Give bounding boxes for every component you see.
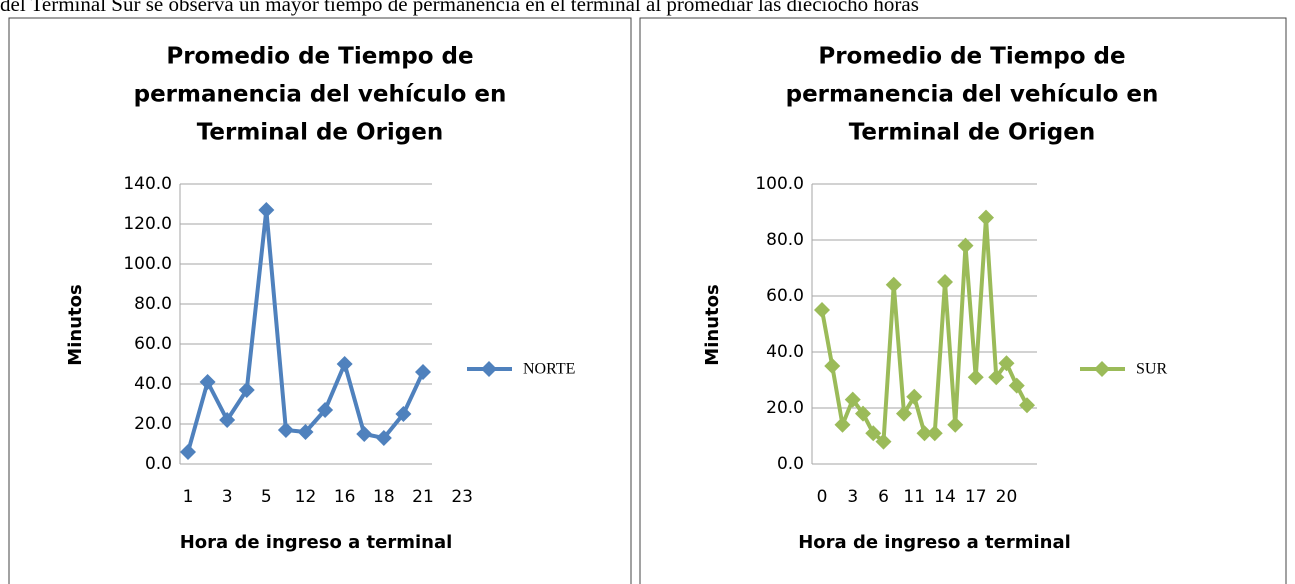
chart-title: permanencia del vehículo en [134, 82, 507, 108]
data-point [855, 405, 871, 422]
legend-marker [1094, 361, 1110, 377]
data-point [219, 412, 236, 428]
data-point [415, 364, 431, 380]
x-tick-label: 0 [817, 487, 828, 507]
y-tick-label: 0.0 [145, 454, 172, 474]
data-point [875, 433, 892, 450]
x-tick-label: 3 [222, 487, 233, 507]
y-tick-label: 80.0 [766, 230, 804, 250]
chart-frame [639, 17, 1287, 584]
data-point [967, 369, 984, 386]
data-point [896, 405, 912, 422]
data-point [937, 274, 953, 290]
data-point [258, 202, 275, 218]
x-tick-label: 23 [451, 487, 473, 507]
y-tick-label: 0.0 [777, 454, 804, 474]
y-tick-label: 140.0 [123, 174, 172, 194]
chart-title: Promedio de Tiempo de [818, 44, 1125, 70]
chart-title: Terminal de Origen [849, 120, 1096, 146]
y-tick-label: 100.0 [123, 254, 172, 274]
data-point [395, 406, 412, 422]
data-point [916, 425, 933, 442]
x-tick-label: 16 [334, 487, 356, 507]
x-tick-label: 1 [183, 487, 194, 507]
y-tick-label: 20.0 [134, 414, 172, 434]
body-text: del Terminal Sur se observa un mayor tie… [0, 0, 919, 16]
data-point [998, 355, 1015, 372]
data-point [926, 425, 943, 442]
data-point [297, 424, 314, 440]
x-axis-label: Hora de ingreso a terminal [180, 532, 453, 553]
x-tick-label: 6 [878, 487, 889, 507]
data-point [947, 416, 964, 433]
data-point [199, 374, 216, 390]
y-tick-label: 120.0 [123, 214, 172, 234]
x-tick-label: 11 [903, 487, 925, 507]
data-point [814, 302, 830, 318]
data-point [978, 209, 994, 226]
chart-frame [8, 17, 632, 584]
x-tick-label: 14 [934, 487, 956, 507]
x-axis-label: Hora de ingreso a terminal [798, 532, 1071, 553]
chart-title: permanencia del vehículo en [786, 82, 1159, 108]
x-tick-label: 17 [965, 487, 987, 507]
data-point [1008, 377, 1025, 394]
series-line [186, 208, 425, 453]
data-point [356, 426, 373, 442]
legend-marker [481, 361, 497, 377]
x-tick-label: 21 [412, 487, 434, 507]
data-point [277, 422, 294, 438]
data-point [844, 391, 861, 408]
data-point [1019, 397, 1035, 414]
data-point [375, 430, 392, 446]
y-tick-label: 40.0 [766, 342, 804, 362]
y-tick-label: 60.0 [766, 286, 804, 306]
y-tick-label: 40.0 [134, 374, 172, 394]
y-tick-label: 80.0 [134, 294, 172, 314]
data-point [336, 356, 353, 372]
y-tick-label: 60.0 [134, 334, 172, 354]
x-tick-label: 20 [996, 487, 1018, 507]
legend-label: NORTE [523, 361, 575, 378]
data-point [834, 416, 851, 433]
y-axis-label: Minutos [702, 284, 723, 365]
x-tick-label: 18 [373, 487, 395, 507]
y-axis-label: Minutos [65, 284, 86, 365]
y-tick-label: 100.0 [755, 174, 804, 194]
x-tick-label: 5 [261, 487, 272, 507]
x-tick-label: 12 [295, 487, 317, 507]
chart-title: Promedio de Tiempo de [166, 44, 473, 70]
data-point [824, 358, 841, 374]
data-point [865, 425, 882, 442]
data-point [988, 369, 1005, 386]
legend-label: SUR [1136, 361, 1167, 378]
x-tick-label: 3 [847, 487, 858, 507]
data-point [238, 382, 255, 398]
data-point [957, 237, 974, 254]
data-point [180, 444, 196, 460]
data-point [906, 388, 923, 405]
chart-title: Terminal de Origen [197, 120, 444, 146]
data-point [885, 276, 902, 293]
data-point [317, 402, 334, 418]
y-tick-label: 20.0 [766, 398, 804, 418]
